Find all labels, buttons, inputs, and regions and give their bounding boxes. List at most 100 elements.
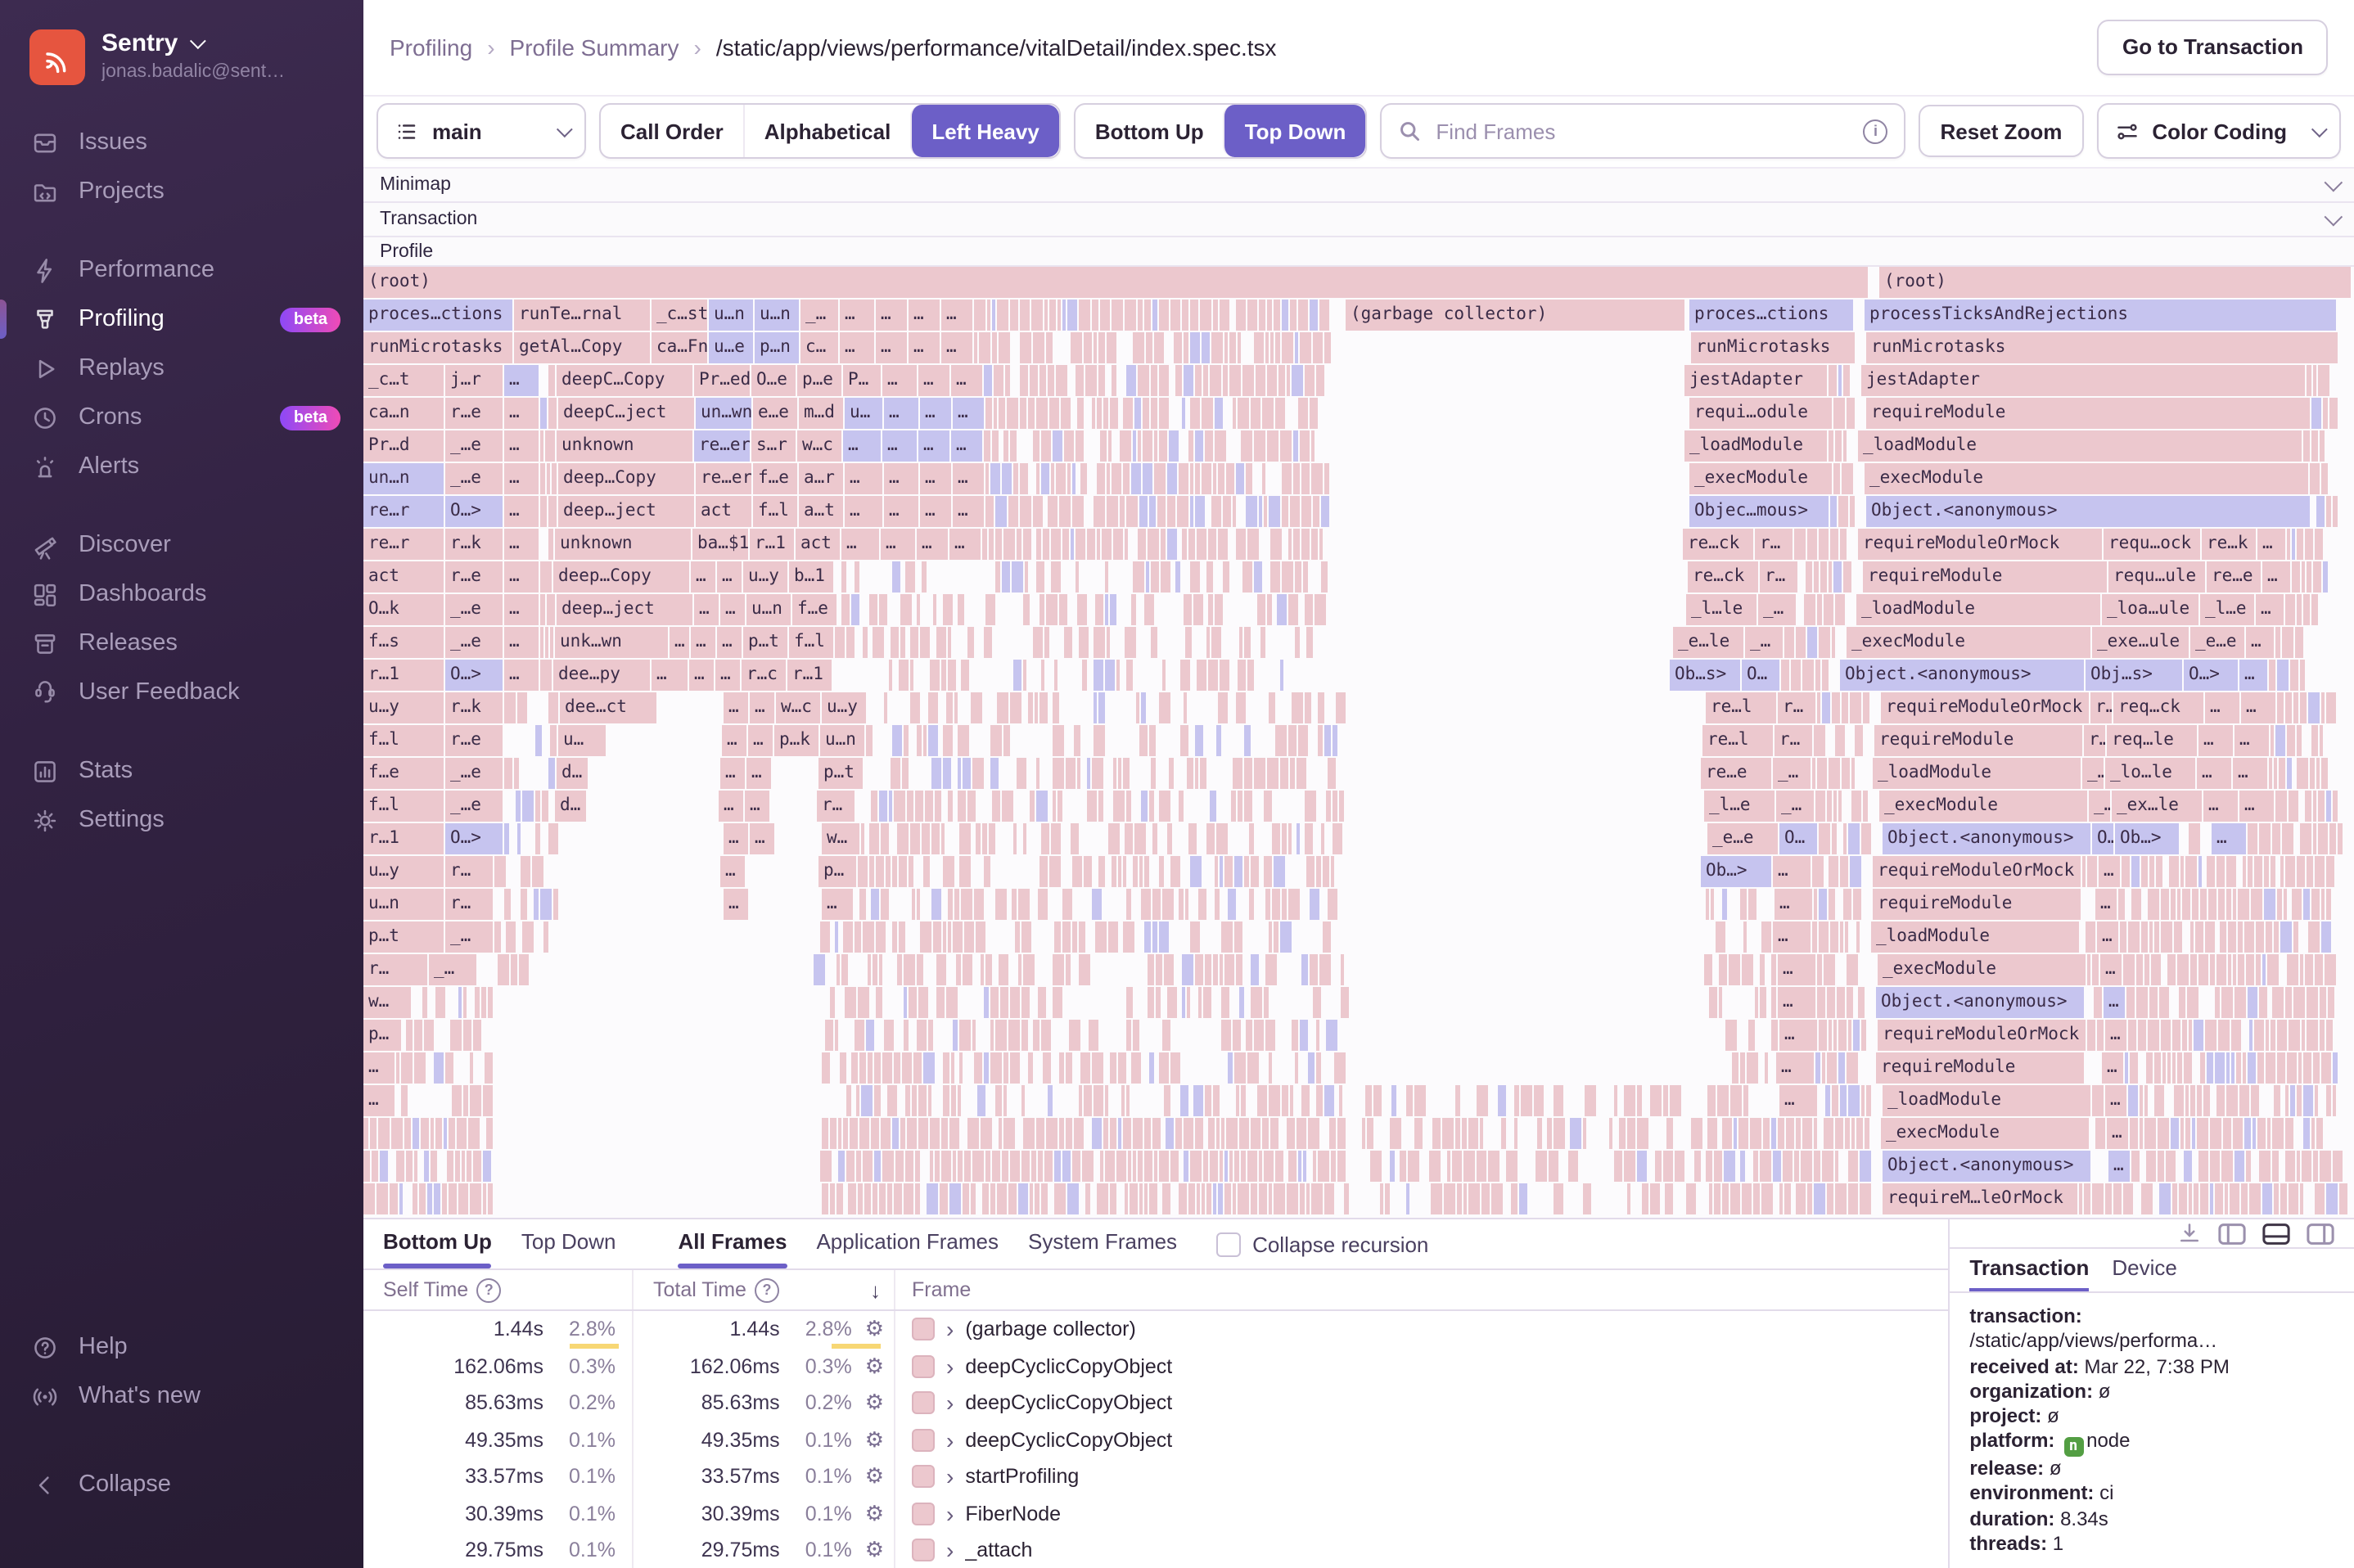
flame-frame[interactable]: r…c [742,660,786,692]
flame-frame[interactable]: r… [2090,692,2112,724]
flame-frame[interactable]: … [1778,954,1815,986]
reset-zoom-button[interactable]: Reset Zoom [1919,105,2084,158]
flame-frame[interactable]: u… [845,398,882,430]
table-row[interactable]: 49.35ms 0.1% 49.35ms 0.1% ⚙ › deepCyclicCopyOb… [363,1422,1948,1459]
flame-frame[interactable]: … [724,889,748,921]
sidebar-item-releases[interactable]: Releases [0,619,363,668]
flame-frame[interactable]: re…ck [1688,561,1758,593]
flame-frame[interactable]: m…d [799,398,843,430]
flame-frame[interactable]: re…k [2202,529,2256,561]
expand-chevron-icon[interactable]: › [946,1316,954,1343]
flame-frame[interactable]: j…r [445,365,503,397]
flame-frame[interactable]: _execModule [1847,627,2090,659]
flame-frame[interactable]: requireModuleOrMock [1878,1020,2086,1052]
flame-frame[interactable]: … [2097,921,2118,953]
flame-frame[interactable]: re…er [694,430,750,462]
flame-frame[interactable]: e…e [753,398,797,430]
flame-frame[interactable]: … [840,332,874,364]
flame-frame[interactable]: … [822,889,853,921]
flame-frame[interactable]: u…y [363,692,444,724]
tab-all-frames[interactable]: All Frames [678,1219,788,1269]
flame-frame[interactable]: … [2234,725,2269,757]
flame-frame[interactable]: … [363,1085,395,1117]
flame-frame[interactable]: Pr…ed [694,365,750,397]
gear-icon[interactable]: ⚙ [864,1426,884,1452]
flame-frame[interactable]: Object.<anonymous> [1883,823,2090,855]
flame-frame[interactable]: jestAdapter [1684,365,1827,397]
self-time-info-icon[interactable]: ? [476,1277,502,1303]
gear-icon[interactable]: ⚙ [864,1390,884,1415]
flame-frame[interactable]: … [724,823,748,855]
flame-frame[interactable]: u…n [755,300,799,331]
direction-bottom-up[interactable]: Bottom Up [1076,106,1224,158]
flame-frame[interactable]: … [1779,1020,1817,1052]
flame-frame[interactable]: r… [445,856,493,888]
flame-frame[interactable]: P… [843,365,881,397]
flame-frame[interactable]: u…n [746,594,791,626]
flame-frame[interactable]: O…e [751,365,796,397]
flame-frame[interactable]: requireModule [1876,1052,2084,1084]
flame-frame[interactable]: … [2239,791,2274,822]
flame-frame[interactable]: … [1773,856,1811,888]
flame-frame[interactable]: … [918,430,949,462]
flame-frame[interactable]: … [652,660,688,692]
layout-bottom-icon[interactable] [2262,1222,2290,1245]
flame-frame[interactable]: requireModule [1866,398,2310,430]
flame-frame[interactable]: _loadModule [1856,594,2100,626]
flame-frame[interactable]: _…e [445,758,503,790]
flame-frame[interactable]: Objec…mous> [1689,496,1829,528]
flame-frame[interactable]: _execModule [1689,463,1832,495]
flame-frame[interactable]: … [2239,660,2267,692]
flame-frame[interactable]: … [2257,529,2285,561]
flame-frame[interactable]: … [1775,889,1812,921]
flame-frame[interactable]: … [920,398,951,430]
flame-frame[interactable]: … [504,365,539,397]
flame-frame[interactable]: un…n [363,463,444,495]
sidebar-item-user-feedback[interactable]: User Feedback [0,668,363,717]
sort-left-heavy[interactable]: Left Heavy [910,105,1059,158]
flame-frame[interactable]: requireModule [1863,561,2107,593]
flame-frame[interactable]: … [876,300,907,331]
flame-frame[interactable]: p…n [755,332,799,364]
flame-frame[interactable]: _loadModule [1684,430,1827,462]
flame-frame[interactable]: … [689,660,714,692]
sidebar-item-dashboards[interactable]: Dashboards [0,570,363,619]
flame-frame[interactable]: … [909,332,940,364]
flame-frame[interactable]: … [953,496,984,528]
flame-frame[interactable]: r…e [445,398,503,430]
flame-frame[interactable]: d… [557,758,588,790]
color-coding-button[interactable]: Color Coding [2096,103,2341,160]
org-header[interactable]: Sentry jonas.badalic@sent… [0,0,363,85]
flame-frame[interactable]: _…e [445,430,503,462]
flame-frame[interactable]: deep…Copy [558,463,694,495]
flame-frame[interactable]: processTicksAndRejections [1865,300,2336,331]
flame-frame[interactable]: requireModule [1874,725,2082,757]
flame-frame[interactable]: O…> [445,496,503,528]
flame-frame[interactable]: _c…st [652,300,707,331]
flame-frame[interactable]: ba…$1 [692,529,748,561]
flame-frame[interactable]: proces…ctions [1689,300,1853,331]
flame-frame[interactable]: r… [1760,561,1797,593]
flame-frame[interactable]: p…t [818,758,863,790]
flame-frame[interactable]: r… [817,791,855,822]
flame-frame[interactable]: Ob…> [1701,856,1771,888]
flame-frame[interactable]: req…le [2107,725,2197,757]
self-time-header[interactable]: Self Time? [363,1270,634,1310]
flame-frame[interactable]: … [504,463,539,495]
sidebar-item-help[interactable]: Help [0,1322,363,1372]
flame-frame[interactable]: re…r [363,529,444,561]
flame-frame[interactable]: r… [445,889,493,921]
table-row[interactable]: 30.39ms 0.1% 30.39ms 0.1% ⚙ › FiberNode [363,1495,1948,1533]
flame-frame[interactable]: … [917,529,948,561]
sidebar-item-alerts[interactable]: Alerts [0,442,363,491]
sidebar-item-performance[interactable]: Performance [0,246,363,295]
flame-frame[interactable]: _l…le [1686,594,1756,626]
flame-frame[interactable]: … [750,823,774,855]
flame-frame[interactable]: Object.<anonymous> [1840,660,2084,692]
flame-frame[interactable]: … [882,430,917,462]
flame-frame[interactable]: … [1773,921,1811,953]
flame-frame[interactable]: requireModuleOrMock [1881,692,2089,724]
flame-frame[interactable]: u…y [743,561,787,593]
flame-frame[interactable]: … [2233,758,2267,790]
flame-frame[interactable]: … [1776,1052,1814,1084]
